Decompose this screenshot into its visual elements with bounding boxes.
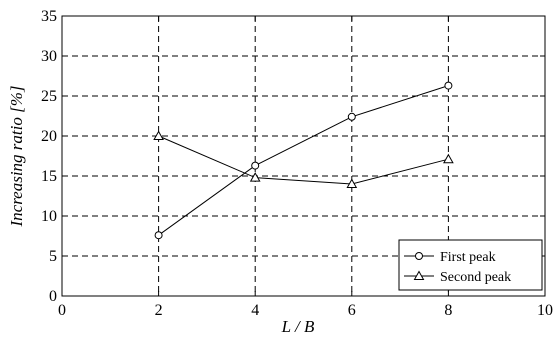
legend-box — [398, 239, 543, 291]
data-point-first-peak — [251, 161, 260, 170]
x-tick-label: 10 — [537, 302, 553, 319]
x-tick-label: 4 — [251, 302, 259, 319]
x-tick-label: 2 — [155, 302, 163, 319]
legend-label-first-peak: First peak — [440, 250, 496, 265]
legend: First peak Second peak — [398, 239, 543, 291]
data-point-first-peak — [154, 231, 163, 240]
data-point-second-peak — [346, 178, 358, 188]
plot-frame — [61, 15, 546, 297]
y-tick-label: 25 — [41, 88, 57, 105]
x-tick-label: 8 — [444, 302, 452, 319]
y-tick-label: 5 — [49, 248, 57, 265]
series-line-first-peak — [158, 85, 449, 236]
y-tick-label: 30 — [41, 48, 57, 65]
y-tick-label: 0 — [49, 288, 57, 305]
series-line-second-peak — [158, 135, 449, 185]
x-tick-label: 0 — [58, 302, 66, 319]
x-tick-label: 6 — [348, 302, 356, 319]
y-tick-label: 10 — [41, 208, 57, 225]
x-axis-label: L / B — [281, 317, 315, 336]
y-tick-label: 20 — [41, 128, 57, 145]
data-point-second-peak — [153, 130, 164, 140]
y-axis-label: Increasing ratio [%] — [7, 85, 26, 227]
data-point-second-peak — [443, 153, 454, 164]
data-point-second-peak — [249, 172, 261, 182]
y-tick-label: 35 — [41, 8, 57, 25]
y-tick-label: 15 — [41, 168, 57, 185]
legend-label-second-peak: Second peak — [440, 270, 511, 285]
ticks: 0 2 4 6 8 10 0 5 10 15 20 25 30 35 — [41, 8, 553, 319]
legend-marker-second-peak — [413, 270, 425, 280]
data-point-first-peak — [444, 81, 453, 90]
legend-marker-first-peak — [415, 252, 423, 260]
series — [153, 81, 454, 240]
data-point-first-peak — [347, 112, 356, 121]
